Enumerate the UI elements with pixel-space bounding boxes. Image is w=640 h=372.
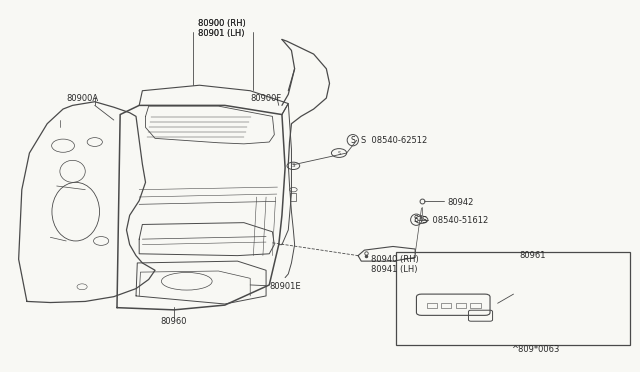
- Bar: [470, 303, 481, 308]
- Text: S: S: [351, 136, 355, 145]
- Text: 80961: 80961: [520, 251, 547, 260]
- Text: 80940 (RH)
80941 (LH): 80940 (RH) 80941 (LH): [371, 255, 419, 275]
- Text: S: S: [420, 217, 423, 222]
- Text: 80900F: 80900F: [250, 93, 282, 103]
- Bar: [456, 303, 466, 308]
- Text: 80900 (RH)
80901 (LH): 80900 (RH) 80901 (LH): [198, 19, 246, 38]
- Text: ^809*0063: ^809*0063: [511, 344, 560, 353]
- Bar: [441, 303, 451, 308]
- Bar: [427, 303, 436, 308]
- Text: S: S: [337, 151, 340, 155]
- Text: S: S: [414, 215, 419, 224]
- Bar: [396, 252, 630, 346]
- Text: 80942: 80942: [447, 198, 473, 207]
- Text: 80960: 80960: [161, 317, 188, 326]
- Text: 80901E: 80901E: [269, 282, 301, 291]
- Text: S  08540-62512: S 08540-62512: [361, 136, 428, 145]
- Text: S: S: [292, 163, 295, 169]
- Text: 80900A: 80900A: [66, 93, 99, 103]
- Text: S  08540-51612: S 08540-51612: [422, 216, 488, 225]
- Bar: [289, 193, 296, 201]
- Text: 80900 (RH)
80901 (LH): 80900 (RH) 80901 (LH): [198, 19, 246, 38]
